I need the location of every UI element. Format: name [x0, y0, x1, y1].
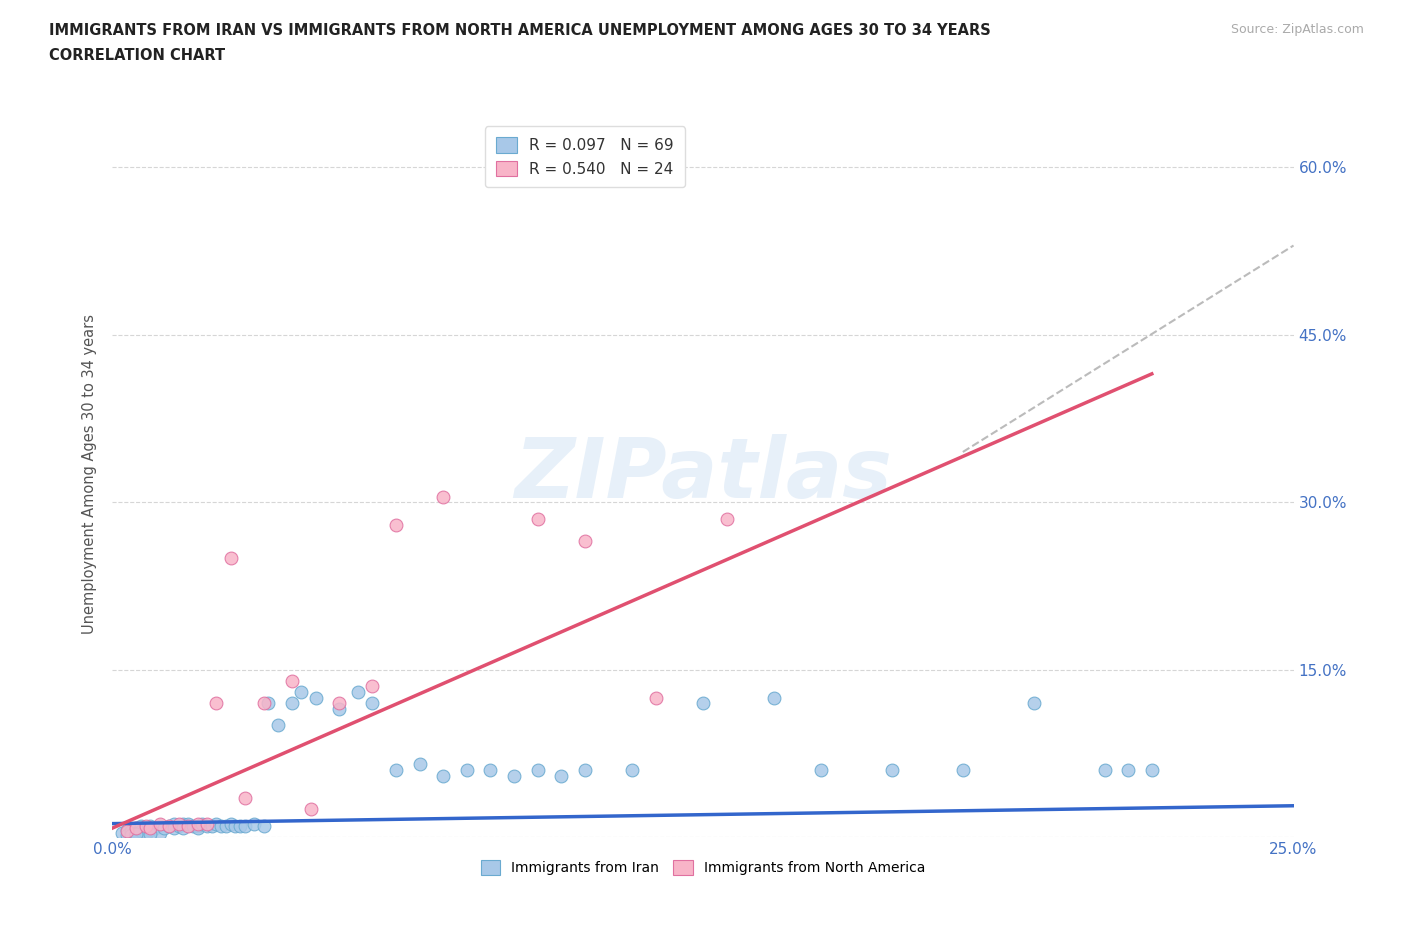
Point — [253, 818, 276, 833]
Point — [125, 828, 148, 843]
Point — [219, 551, 242, 565]
Point — [215, 818, 238, 833]
Point — [1116, 763, 1139, 777]
Point — [115, 828, 138, 843]
Point — [810, 763, 832, 777]
Point — [129, 824, 152, 839]
Point — [177, 818, 200, 833]
Point — [456, 763, 478, 777]
Point — [139, 820, 162, 835]
Point — [503, 768, 526, 783]
Point — [644, 690, 666, 705]
Point — [167, 818, 190, 833]
Point — [281, 696, 304, 711]
Point — [177, 817, 200, 831]
Point — [233, 790, 256, 805]
Point — [1140, 763, 1163, 777]
Point — [125, 826, 148, 841]
Point — [253, 696, 276, 711]
Point — [880, 763, 903, 777]
Point — [125, 825, 148, 840]
Point — [186, 817, 208, 831]
Point — [181, 818, 204, 833]
Point — [143, 820, 166, 835]
Point — [716, 512, 738, 526]
Point — [167, 817, 190, 831]
Point — [385, 517, 408, 532]
Point — [243, 817, 266, 831]
Point — [385, 763, 408, 777]
Point — [149, 825, 172, 840]
Point — [195, 817, 218, 831]
Point — [149, 817, 172, 831]
Point — [135, 820, 157, 835]
Point — [139, 826, 162, 841]
Point — [111, 825, 134, 840]
Point — [328, 701, 350, 716]
Point — [224, 818, 246, 833]
Point — [205, 696, 228, 711]
Point — [201, 818, 224, 833]
Point — [479, 763, 502, 777]
Point — [361, 679, 384, 694]
Point — [229, 818, 252, 833]
Point — [149, 818, 172, 833]
Point — [1022, 696, 1045, 711]
Point — [267, 718, 290, 733]
Point — [157, 818, 180, 833]
Point — [120, 828, 142, 843]
Point — [574, 534, 596, 549]
Point — [762, 690, 785, 705]
Point — [299, 802, 322, 817]
Point — [328, 696, 350, 711]
Y-axis label: Unemployment Among Ages 30 to 34 years: Unemployment Among Ages 30 to 34 years — [82, 314, 97, 634]
Text: CORRELATION CHART: CORRELATION CHART — [49, 48, 225, 63]
Point — [115, 824, 138, 839]
Point — [432, 768, 454, 783]
Point — [432, 489, 454, 504]
Point — [574, 763, 596, 777]
Point — [233, 818, 256, 833]
Point — [526, 763, 548, 777]
Point — [115, 823, 138, 838]
Point — [209, 818, 232, 833]
Point — [172, 817, 194, 831]
Point — [281, 673, 304, 688]
Point — [125, 820, 148, 835]
Point — [205, 817, 228, 831]
Point — [621, 763, 644, 777]
Point — [347, 684, 370, 699]
Text: ZIPatlas: ZIPatlas — [515, 433, 891, 515]
Point — [219, 817, 242, 831]
Point — [139, 823, 162, 838]
Text: IMMIGRANTS FROM IRAN VS IMMIGRANTS FROM NORTH AMERICA UNEMPLOYMENT AMONG AGES 30: IMMIGRANTS FROM IRAN VS IMMIGRANTS FROM … — [49, 23, 991, 38]
Point — [550, 768, 572, 783]
Point — [163, 817, 186, 831]
Point — [692, 696, 714, 711]
Point — [952, 763, 974, 777]
Point — [195, 818, 218, 833]
Point — [153, 820, 176, 835]
Point — [125, 820, 148, 835]
Point — [361, 696, 384, 711]
Point — [191, 817, 214, 831]
Point — [186, 818, 208, 833]
Point — [163, 820, 186, 835]
Point — [304, 690, 326, 705]
Legend: Immigrants from Iran, Immigrants from North America: Immigrants from Iran, Immigrants from No… — [475, 855, 931, 881]
Point — [157, 818, 180, 833]
Point — [186, 820, 208, 835]
Point — [135, 818, 157, 833]
Point — [526, 512, 548, 526]
Point — [408, 757, 430, 772]
Point — [139, 818, 162, 833]
Point — [1094, 763, 1116, 777]
Point — [290, 684, 312, 699]
Point — [129, 818, 152, 833]
Point — [120, 824, 142, 839]
Point — [257, 696, 280, 711]
Point — [135, 826, 157, 841]
Text: Source: ZipAtlas.com: Source: ZipAtlas.com — [1230, 23, 1364, 36]
Point — [172, 820, 194, 835]
